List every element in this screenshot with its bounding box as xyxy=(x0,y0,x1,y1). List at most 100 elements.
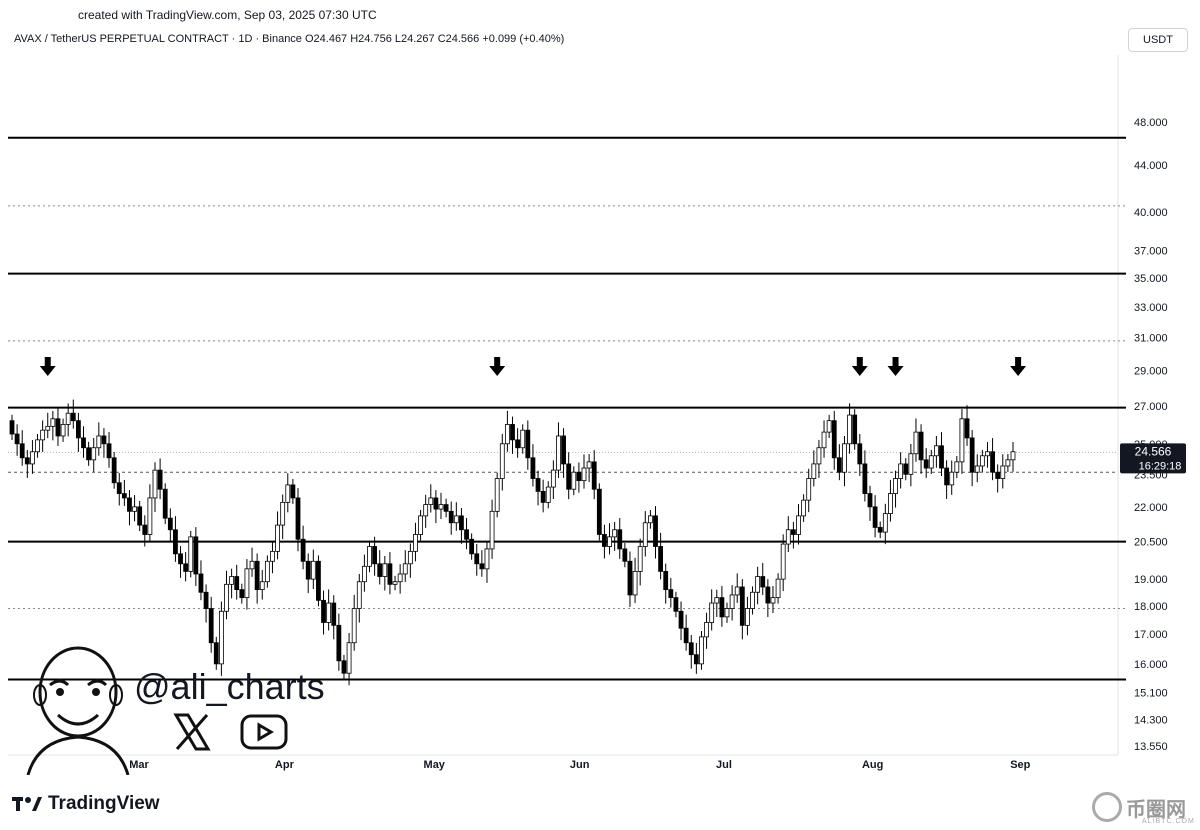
candle-body xyxy=(270,550,275,562)
candle-body xyxy=(198,573,204,593)
candle-body xyxy=(545,486,551,503)
down-arrow-marker xyxy=(887,357,904,376)
currency-selector[interactable]: USDT xyxy=(1128,28,1188,52)
candle-body xyxy=(796,515,801,535)
tradingview-logo: TradingView xyxy=(12,793,160,815)
x-tick-label: Sep xyxy=(1010,759,1030,771)
y-tick-label: 33.000 xyxy=(1134,302,1168,314)
candle-body xyxy=(234,576,240,591)
candle-body xyxy=(14,433,20,445)
candle-body xyxy=(331,602,337,626)
candle-body xyxy=(627,560,633,596)
candle-body xyxy=(127,497,132,512)
candle-body xyxy=(739,586,745,626)
candle-body xyxy=(60,424,66,437)
candle-body xyxy=(438,504,444,510)
candle-body xyxy=(361,565,367,583)
candle-body xyxy=(780,543,786,580)
candle-body xyxy=(872,506,878,528)
symbol-info: AVAX / TetherUS PERPETUAL CONTRACT · 1D … xyxy=(14,33,565,45)
candle-body xyxy=(525,429,531,459)
y-tick-label: 16.000 xyxy=(1134,659,1168,671)
candle-body xyxy=(939,445,944,469)
y-tick-label: 31.000 xyxy=(1134,333,1168,345)
candle-body xyxy=(673,597,679,612)
x-tick-label: May xyxy=(424,759,446,771)
candle-body xyxy=(116,482,122,494)
candle-body xyxy=(699,636,704,665)
candle-body xyxy=(203,591,209,609)
y-tick-label: 35.000 xyxy=(1134,273,1168,285)
candle-body xyxy=(489,510,495,550)
candle-body xyxy=(964,418,970,439)
y-tick-label: 18.000 xyxy=(1134,601,1168,613)
candle-body xyxy=(617,529,623,550)
candle-body xyxy=(413,534,418,552)
candle-body xyxy=(1010,451,1016,461)
y-tick-label: 19.000 xyxy=(1134,574,1168,586)
candle-body xyxy=(765,586,771,604)
candle-body xyxy=(882,513,888,533)
candle-body xyxy=(382,563,388,577)
candle-body xyxy=(55,418,61,437)
candle-body xyxy=(877,527,883,533)
candle-body xyxy=(714,597,720,604)
candle-body xyxy=(862,463,868,494)
candle-body xyxy=(826,420,832,433)
candle-body xyxy=(341,660,347,674)
candle-body xyxy=(336,624,342,662)
candle-body xyxy=(745,608,750,626)
candle-body xyxy=(949,471,955,486)
candle-body xyxy=(443,504,449,512)
candle-body xyxy=(663,570,669,591)
y-tick-label: 15.100 xyxy=(1134,687,1168,699)
candle-body xyxy=(367,546,372,567)
candle-body xyxy=(944,467,950,486)
last-price-tag xyxy=(1120,443,1186,474)
candle-body xyxy=(642,522,648,547)
candle-body xyxy=(132,506,137,512)
candle-body xyxy=(499,443,505,479)
y-tick-label: 40.000 xyxy=(1134,207,1168,219)
candle-body xyxy=(147,497,153,535)
candle-body xyxy=(974,465,980,473)
candle-body xyxy=(540,490,546,503)
candle-body xyxy=(137,506,143,526)
candle-body xyxy=(249,560,255,570)
candle-body xyxy=(183,563,189,572)
candle-body xyxy=(469,538,475,555)
candle-body xyxy=(96,435,102,449)
candle-body xyxy=(576,471,582,482)
candle-body xyxy=(729,594,735,609)
candle-body xyxy=(479,563,485,570)
candle-body xyxy=(407,550,413,565)
candle-body xyxy=(612,529,618,538)
candle-body xyxy=(402,563,408,575)
candle-body xyxy=(990,451,995,473)
watermark-subtext: ALIBTC.COM xyxy=(1142,818,1195,825)
candle-body xyxy=(596,488,602,535)
candle-body xyxy=(387,563,393,585)
candle-body xyxy=(647,515,653,524)
candle-body xyxy=(418,515,423,535)
candle-body xyxy=(244,568,250,599)
candle-body xyxy=(474,553,480,565)
last-price-value: 24.566 xyxy=(1135,444,1172,458)
candle-body xyxy=(91,447,97,461)
candle-body xyxy=(397,573,403,583)
y-tick-label: 37.000 xyxy=(1134,245,1168,257)
candle-body xyxy=(275,524,280,552)
x-tick-label: Apr xyxy=(275,759,295,771)
candle-body xyxy=(321,599,326,623)
candle-body xyxy=(515,439,521,449)
y-tick-label: 44.000 xyxy=(1134,160,1168,172)
candle-body xyxy=(326,602,332,623)
candle-body xyxy=(448,510,454,524)
candle-body xyxy=(300,538,306,562)
y-tick-label: 14.300 xyxy=(1134,714,1168,726)
candle-body xyxy=(913,431,919,455)
candle-body xyxy=(903,463,909,475)
candle-body xyxy=(556,435,561,471)
candle-body xyxy=(494,478,500,512)
